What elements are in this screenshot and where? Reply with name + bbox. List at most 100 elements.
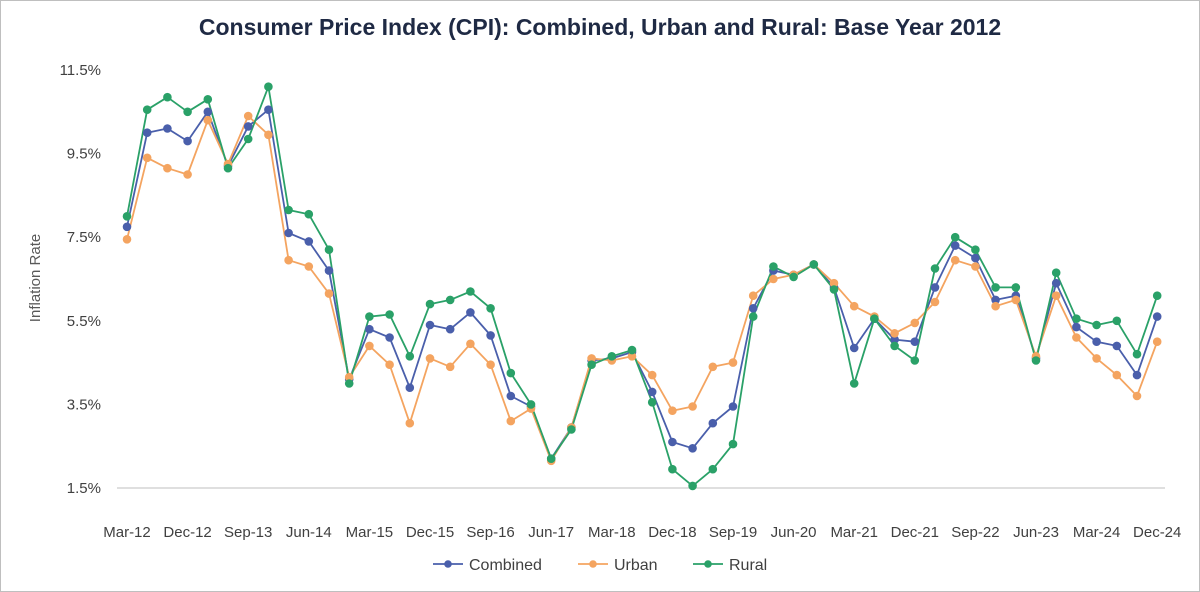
data-point-urban — [1072, 333, 1081, 342]
data-point-rural — [688, 481, 697, 491]
legend-label-rural: Rural — [729, 557, 767, 574]
data-point-rural — [910, 356, 920, 365]
data-point-combined — [163, 124, 172, 133]
x-tick-label: Mar-18 — [588, 524, 636, 541]
data-point-combined — [971, 253, 980, 263]
series-points — [122, 82, 1162, 491]
x-tick-label: Mar-24 — [1073, 524, 1121, 541]
data-point-rural — [486, 304, 495, 313]
legend-marker-combined — [444, 560, 452, 568]
y-tick-label: 1.5% — [67, 480, 101, 497]
data-point-rural — [1072, 314, 1081, 324]
data-point-rural — [950, 232, 960, 242]
y-axis-label: Inflation Rate — [27, 234, 44, 322]
data-point-rural — [546, 454, 556, 464]
y-tick-label: 11.5% — [60, 62, 101, 79]
data-point-rural — [223, 163, 233, 173]
data-point-combined — [910, 337, 920, 347]
data-point-rural — [1112, 316, 1122, 326]
x-tick-label: Sep-13 — [224, 524, 272, 541]
legend-label-combined: Combined — [469, 557, 542, 574]
data-point-urban — [748, 291, 758, 301]
data-point-rural — [284, 205, 293, 215]
data-point-combined — [243, 122, 253, 131]
series-line-urban — [126, 115, 1159, 462]
data-point-urban — [365, 341, 374, 351]
data-point-rural — [829, 285, 839, 294]
data-point-rural — [769, 262, 778, 271]
data-point-rural — [748, 312, 758, 321]
data-point-rural — [405, 352, 415, 361]
data-point-combined — [183, 136, 192, 146]
data-point-combined — [122, 222, 132, 232]
data-point-rural — [1152, 291, 1162, 301]
series-lines — [126, 85, 1159, 487]
data-point-urban — [668, 406, 677, 416]
data-point-rural — [607, 352, 617, 361]
data-point-rural — [1092, 320, 1101, 330]
data-point-combined — [708, 418, 718, 428]
data-point-urban — [284, 255, 293, 265]
data-point-combined — [849, 343, 859, 353]
x-tick-label: Mar-21 — [830, 524, 878, 541]
data-point-urban — [506, 416, 516, 426]
data-point-rural — [385, 310, 394, 319]
data-point-rural — [728, 439, 738, 449]
x-tick-label: Mar-12 — [103, 524, 151, 541]
data-point-urban — [890, 329, 899, 338]
data-point-combined — [506, 391, 516, 401]
data-point-urban — [425, 354, 435, 363]
data-point-combined — [1092, 337, 1101, 347]
x-tick-label: Mar-15 — [346, 524, 394, 541]
data-point-combined — [1152, 312, 1162, 321]
data-point-rural — [425, 299, 435, 309]
data-point-rural — [142, 105, 152, 114]
x-tick-label: Jun-17 — [528, 524, 574, 541]
data-point-combined — [1072, 322, 1081, 332]
data-point-urban — [1011, 295, 1021, 305]
data-point-rural — [809, 260, 819, 269]
x-tick-label: Dec-12 — [163, 524, 211, 541]
data-point-urban — [163, 163, 172, 173]
data-point-rural — [163, 92, 172, 102]
x-tick-label: Sep-22 — [951, 524, 999, 541]
legend-label-urban: Urban — [614, 557, 658, 574]
y-tick-label: 7.5% — [67, 229, 101, 246]
x-tick-label: Dec-24 — [1133, 524, 1181, 541]
data-point-rural — [870, 314, 879, 324]
data-point-urban — [950, 255, 960, 265]
data-point-combined — [1132, 370, 1142, 380]
data-point-urban — [910, 318, 920, 328]
data-point-combined — [142, 128, 152, 137]
data-point-rural — [849, 379, 859, 388]
data-point-combined — [466, 308, 475, 317]
data-point-urban — [324, 289, 334, 298]
chart-title: Consumer Price Index (CPI): Combined, Ur… — [198, 14, 1002, 40]
legend: Combined Urban Rural — [433, 557, 767, 574]
data-point-rural — [365, 312, 374, 321]
data-point-urban — [486, 360, 495, 370]
y-tick-label: 9.5% — [67, 146, 101, 163]
data-point-urban — [647, 370, 657, 380]
data-point-urban — [183, 170, 192, 179]
data-point-urban — [243, 111, 253, 121]
data-point-rural — [324, 245, 334, 254]
data-point-urban — [1092, 354, 1101, 363]
data-point-rural — [587, 360, 596, 370]
data-point-rural — [264, 82, 273, 91]
data-point-rural — [344, 379, 354, 388]
data-point-rural — [466, 287, 475, 296]
x-tick-label: Jun-23 — [1013, 524, 1059, 541]
data-point-rural — [1031, 356, 1041, 365]
x-tick-label: Dec-15 — [406, 524, 454, 541]
data-point-rural — [1132, 349, 1142, 359]
data-point-combined — [950, 241, 960, 250]
data-point-combined — [284, 228, 293, 238]
data-point-urban — [849, 301, 859, 311]
data-point-combined — [668, 437, 677, 447]
data-point-combined — [748, 304, 758, 313]
data-point-rural — [890, 341, 899, 351]
data-point-urban — [1112, 370, 1122, 380]
data-point-rural — [304, 209, 314, 219]
